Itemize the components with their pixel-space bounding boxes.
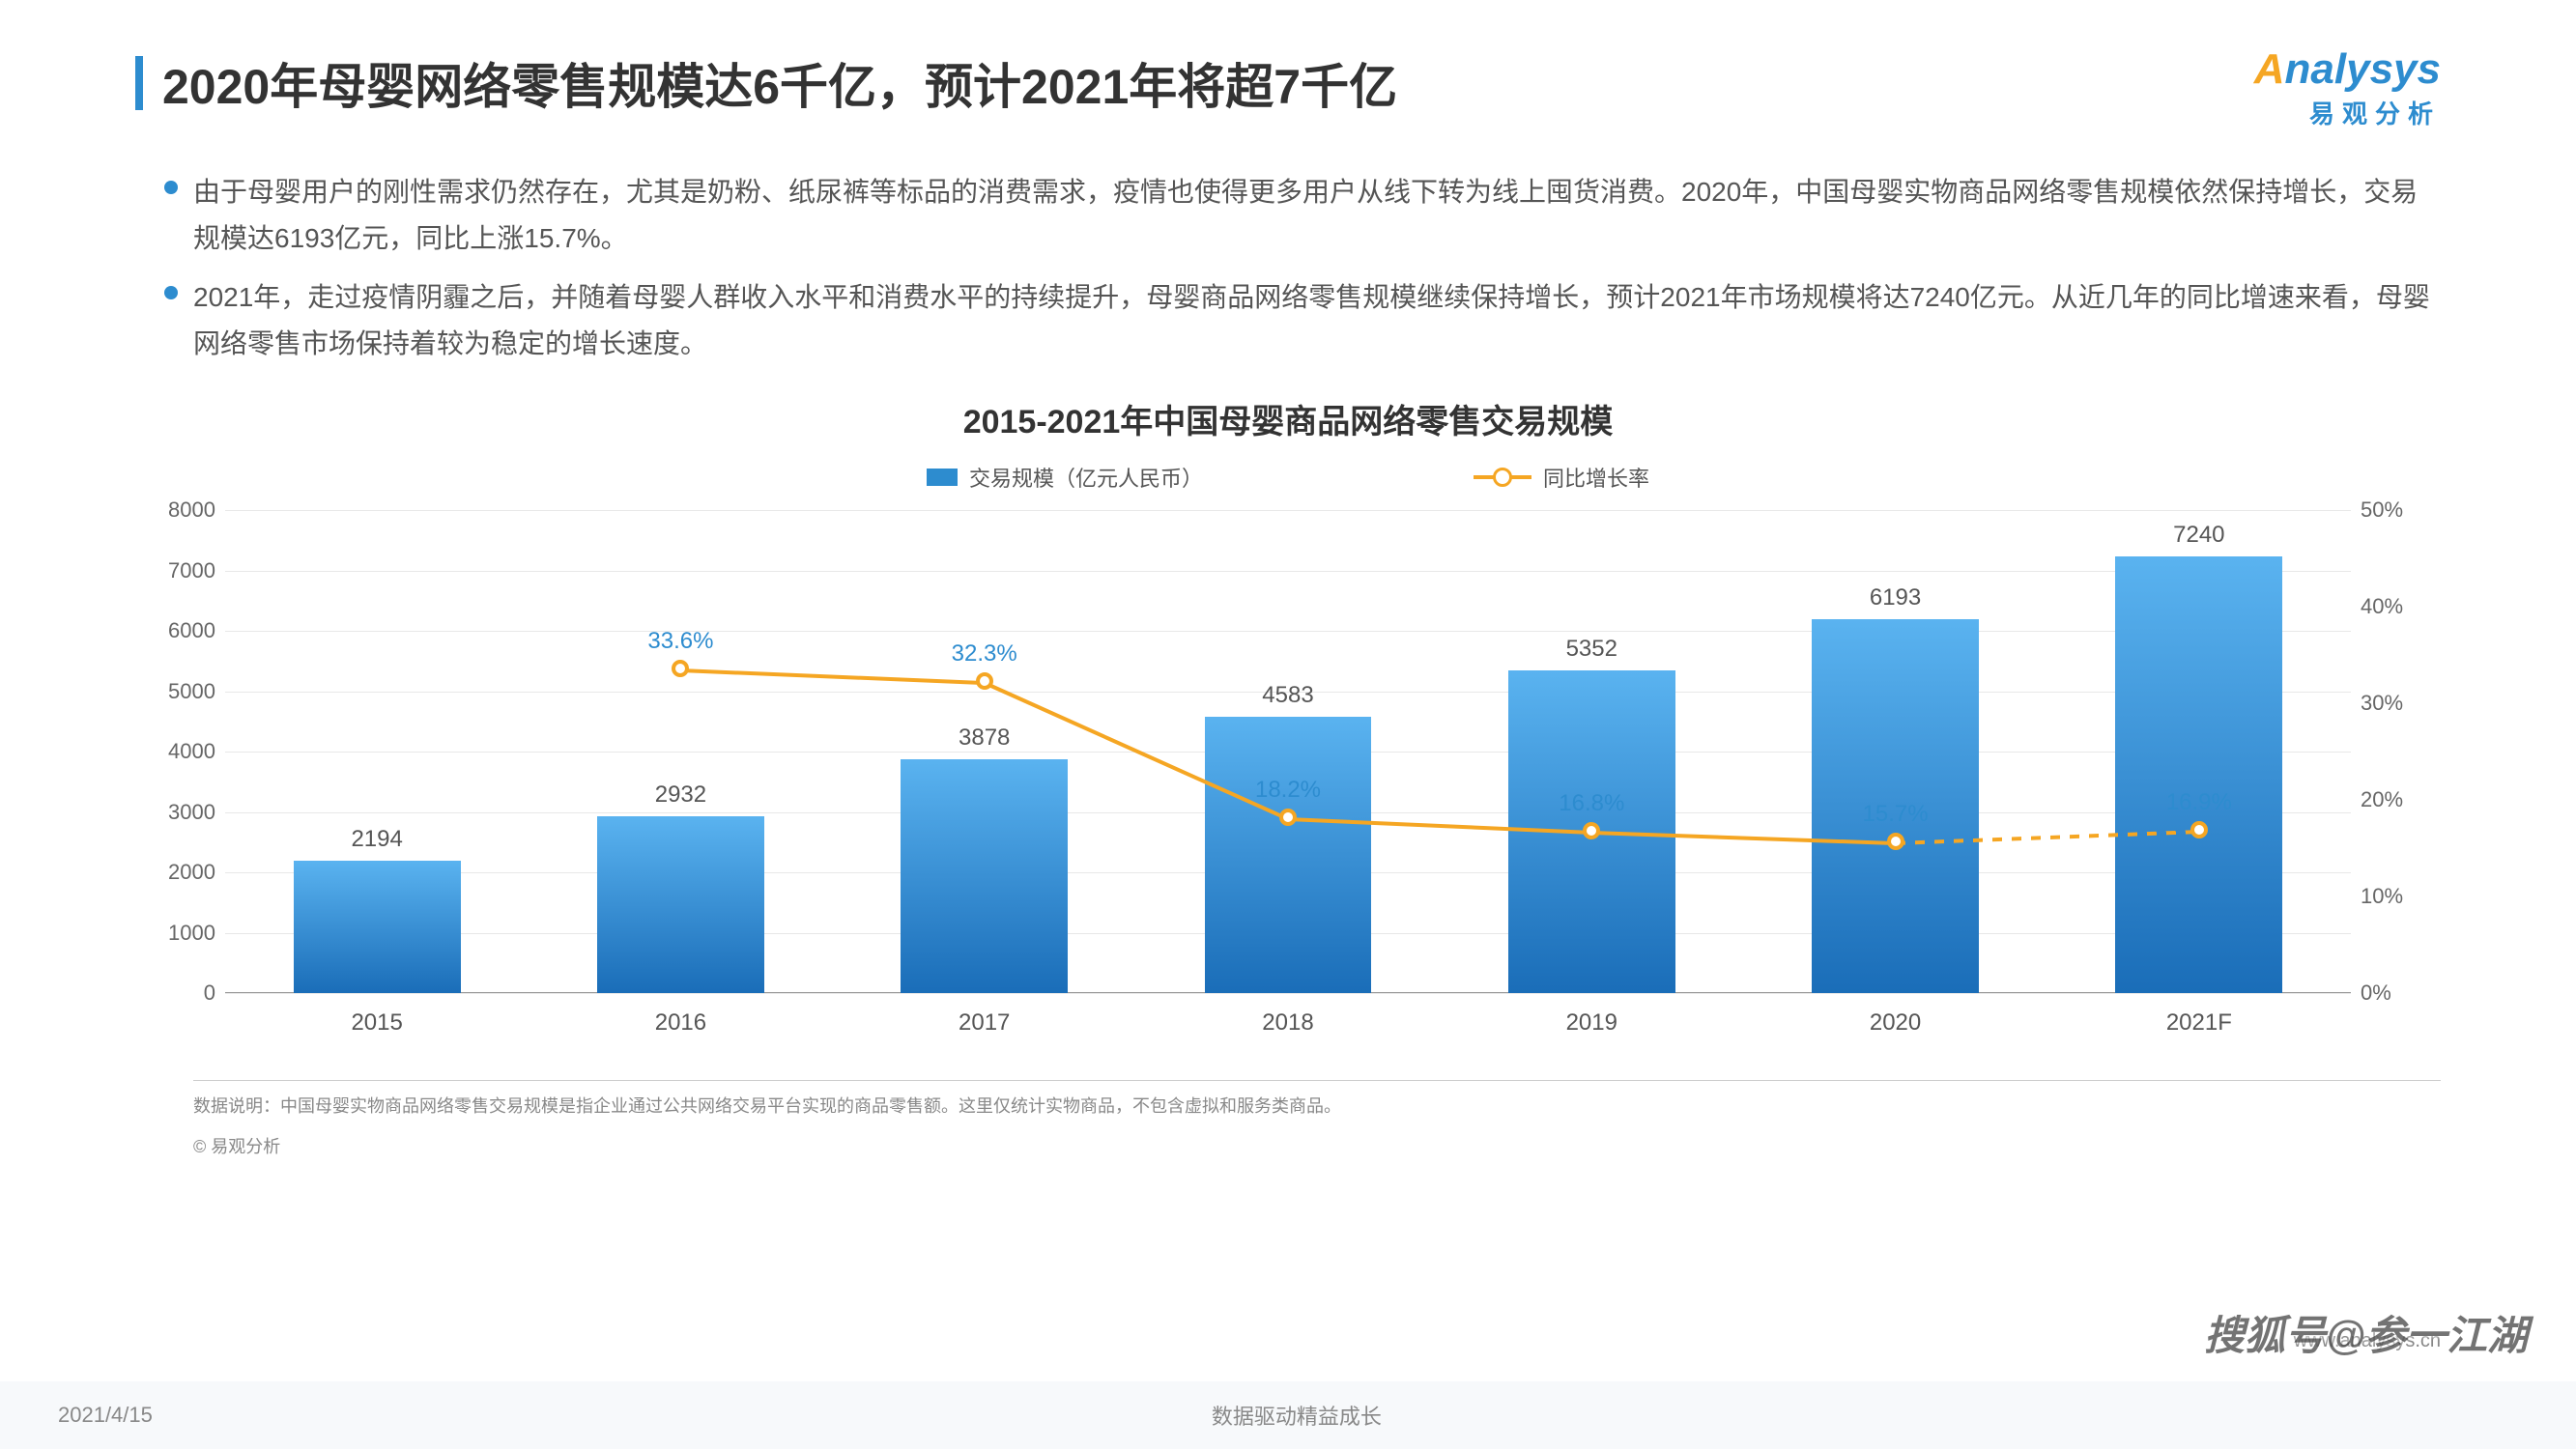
gridline bbox=[225, 571, 2351, 572]
y-left-tick-label: 2000 bbox=[138, 860, 215, 885]
bullet-item: 由于母婴用户的刚性需求仍然存在，尤其是奶粉、纸尿裤等标品的消费需求，疫情也使得更… bbox=[164, 169, 2441, 261]
logo-subtext: 易观分析 bbox=[2254, 95, 2441, 130]
y-left-tick-label: 0 bbox=[138, 980, 215, 1006]
bar bbox=[1205, 717, 1372, 993]
chart-area: 0100020003000400050006000700080000%10%20… bbox=[138, 510, 2438, 1051]
growth-value-label: 15.7% bbox=[1838, 801, 1954, 828]
gridline bbox=[225, 510, 2351, 511]
bar bbox=[597, 816, 764, 993]
data-footnote: 数据说明：中国母婴实物商品网络零售交易规模是指企业通过公共网络交易平台实现的商品… bbox=[193, 1080, 2441, 1118]
growth-marker bbox=[976, 672, 993, 690]
slide: 2020年母婴网络零售规模达6千亿，预计2021年将超7千亿 Analysys … bbox=[0, 0, 2576, 1449]
bar-value-label: 6193 bbox=[1838, 584, 1954, 611]
x-tick-label: 2015 bbox=[319, 1009, 435, 1037]
growth-value-label: 32.3% bbox=[927, 640, 1043, 668]
legend-bar-label: 交易规模（亿元人民币） bbox=[969, 462, 1203, 493]
legend-swatch-icon bbox=[927, 469, 958, 486]
bar bbox=[2115, 556, 2282, 994]
x-tick-label: 2018 bbox=[1230, 1009, 1346, 1037]
legend-line-icon bbox=[1474, 475, 1531, 479]
growth-marker bbox=[2190, 821, 2208, 838]
page-title: 2020年母婴网络零售规模达6千亿，预计2021年将超7千亿 bbox=[162, 48, 1397, 118]
bar bbox=[294, 861, 461, 993]
footer: 2021/4/15 数据驱动精益成长 bbox=[0, 1381, 2576, 1449]
logo: Analysys 易观分析 bbox=[2254, 48, 2441, 130]
bar-value-label: 7240 bbox=[2141, 522, 2257, 549]
y-left-tick-label: 6000 bbox=[138, 618, 215, 643]
legend-line: 同比增长率 bbox=[1474, 462, 1649, 493]
growth-marker bbox=[1583, 822, 1600, 839]
legend-bar: 交易规模（亿元人民币） bbox=[927, 462, 1203, 493]
bar-value-label: 4583 bbox=[1230, 682, 1346, 709]
bullet-item: 2021年，走过疫情阴霾之后，并随着母婴人群收入水平和消费水平的持续提升，母婴商… bbox=[164, 274, 2441, 366]
x-tick-label: 2021F bbox=[2141, 1009, 2257, 1037]
growth-line-segment bbox=[680, 668, 984, 685]
chart-plot: 0100020003000400050006000700080000%10%20… bbox=[225, 510, 2351, 993]
y-right-tick-label: 0% bbox=[2361, 980, 2438, 1006]
y-right-tick-label: 40% bbox=[2361, 594, 2438, 619]
y-left-tick-label: 1000 bbox=[138, 921, 215, 946]
x-tick-label: 2017 bbox=[927, 1009, 1043, 1037]
y-right-tick-label: 20% bbox=[2361, 787, 2438, 812]
y-right-tick-label: 50% bbox=[2361, 497, 2438, 523]
footer-center: 数据驱动精益成长 bbox=[1212, 1400, 1382, 1431]
x-tick-label: 2019 bbox=[1533, 1009, 1649, 1037]
growth-value-label: 16.9% bbox=[2141, 789, 2257, 816]
growth-marker bbox=[1279, 809, 1297, 826]
logo-text: Analysys bbox=[2254, 48, 2441, 91]
title-wrap: 2020年母婴网络零售规模达6千亿，预计2021年将超7千亿 bbox=[135, 48, 1397, 118]
y-left-tick-label: 5000 bbox=[138, 679, 215, 704]
y-left-tick-label: 8000 bbox=[138, 497, 215, 523]
legend-line-label: 同比增长率 bbox=[1543, 462, 1649, 493]
bullet-dot-icon bbox=[164, 286, 178, 299]
growth-value-label: 18.2% bbox=[1230, 777, 1346, 804]
y-right-tick-label: 10% bbox=[2361, 884, 2438, 909]
bullet-text: 2021年，走过疫情阴霾之后，并随着母婴人群收入水平和消费水平的持续提升，母婴商… bbox=[193, 274, 2441, 366]
bar-value-label: 5352 bbox=[1533, 636, 1649, 663]
bar-value-label: 3878 bbox=[927, 724, 1043, 752]
y-right-tick-label: 30% bbox=[2361, 691, 2438, 716]
y-left-tick-label: 3000 bbox=[138, 800, 215, 825]
growth-marker bbox=[1887, 833, 1904, 850]
x-tick-label: 2020 bbox=[1838, 1009, 1954, 1037]
growth-marker bbox=[672, 660, 689, 677]
gridline bbox=[225, 631, 2351, 632]
copyright: © 易观分析 bbox=[193, 1133, 2441, 1158]
growth-value-label: 33.6% bbox=[622, 628, 738, 655]
bar bbox=[901, 759, 1068, 993]
footer-date: 2021/4/15 bbox=[58, 1403, 153, 1428]
bullet-text: 由于母婴用户的刚性需求仍然存在，尤其是奶粉、纸尿裤等标品的消费需求，疫情也使得更… bbox=[193, 169, 2441, 261]
bullet-list: 由于母婴用户的刚性需求仍然存在，尤其是奶粉、纸尿裤等标品的消费需求，疫情也使得更… bbox=[164, 169, 2441, 366]
watermark: 搜狐号@参一江湖 bbox=[2204, 1303, 2528, 1362]
chart-legend: 交易规模（亿元人民币） 同比增长率 bbox=[135, 462, 2441, 493]
y-left-tick-label: 4000 bbox=[138, 739, 215, 764]
bullet-dot-icon bbox=[164, 181, 178, 194]
header-row: 2020年母婴网络零售规模达6千亿，预计2021年将超7千亿 Analysys … bbox=[135, 48, 2441, 130]
growth-value-label: 16.8% bbox=[1533, 790, 1649, 817]
y-left-tick-label: 7000 bbox=[138, 558, 215, 583]
bar-value-label: 2932 bbox=[622, 781, 738, 809]
x-tick-label: 2016 bbox=[622, 1009, 738, 1037]
gridline bbox=[225, 993, 2351, 994]
bar-value-label: 2194 bbox=[319, 826, 435, 853]
chart-title: 2015-2021年中国母婴商品网络零售交易规模 bbox=[135, 395, 2441, 442]
title-accent-bar bbox=[135, 56, 143, 110]
